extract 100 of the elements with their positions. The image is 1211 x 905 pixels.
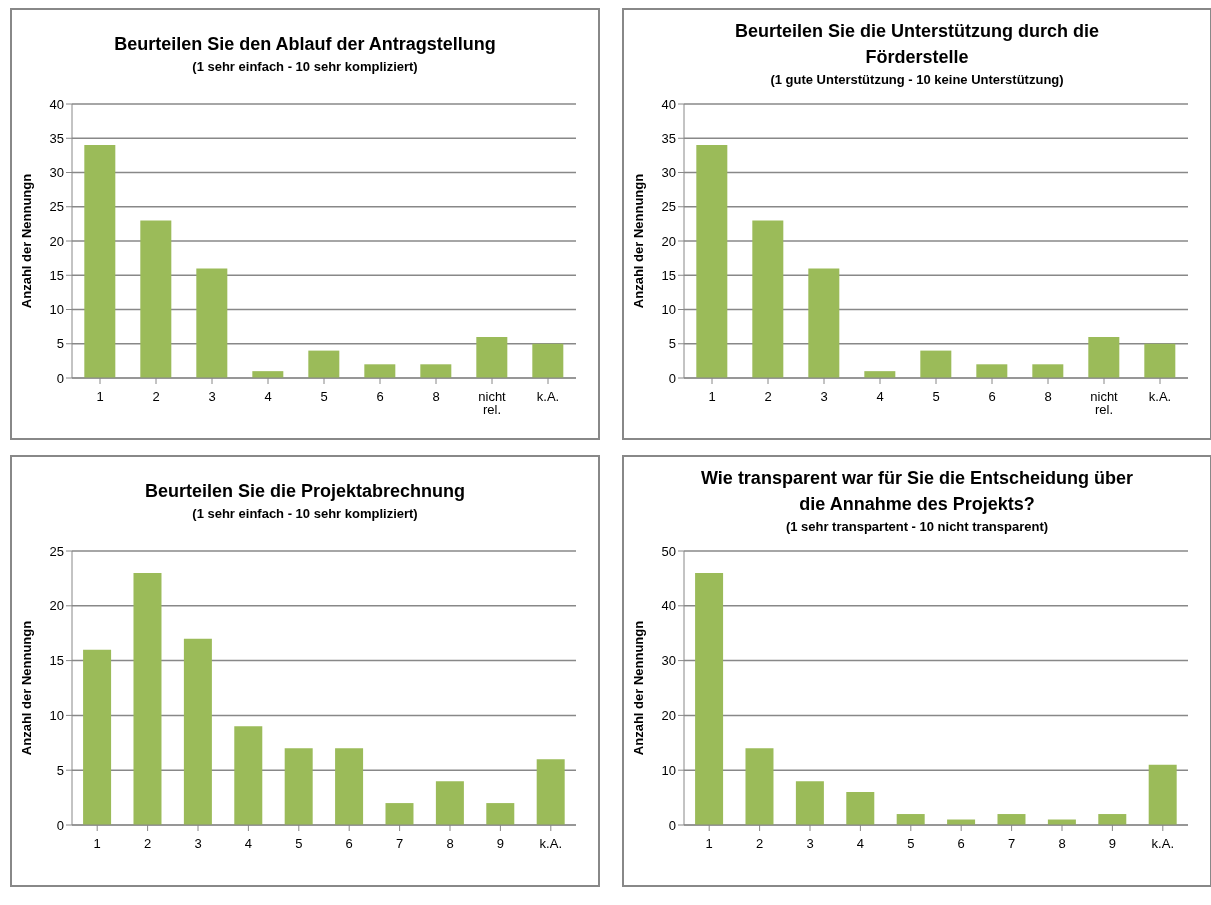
- y-tick-label: 40: [661, 96, 676, 112]
- y-tick-label: 35: [49, 130, 64, 146]
- bar: [752, 220, 784, 378]
- x-tick-label: 8: [432, 389, 440, 405]
- x-tick-label: nicht rel.: [478, 389, 507, 418]
- x-tick-label: 4: [856, 836, 865, 852]
- chart-subtitle: (1 sehr einfach - 10 sehr kompliziert): [192, 58, 418, 74]
- y-axis-title: Anzahl der Nennungn: [18, 173, 34, 309]
- x-tick-label: k.A.: [539, 836, 562, 852]
- y-tick-label: 25: [661, 199, 676, 215]
- x-tick-label: 1: [93, 836, 101, 852]
- y-tick-label: 20: [49, 598, 64, 614]
- x-tick-label: 5: [295, 836, 303, 852]
- y-tick-label: 30: [49, 165, 64, 181]
- x-tick-label: 2: [764, 389, 772, 405]
- y-tick-label: 35: [661, 130, 676, 146]
- x-tick-label: 2: [143, 836, 152, 852]
- bar: [532, 343, 564, 378]
- y-tick-label: 0: [56, 817, 64, 833]
- y-tick-label: 15: [49, 267, 64, 283]
- x-tick-label: 8: [1058, 836, 1066, 852]
- y-tick-label: 0: [668, 817, 676, 833]
- chart-subtitle: (1 sehr einfach - 10 sehr kompliziert): [192, 505, 418, 521]
- bar: [284, 748, 313, 825]
- bar: [795, 781, 824, 825]
- x-tick-label: 4: [244, 836, 253, 852]
- y-tick-label: 5: [56, 762, 64, 778]
- chart-title: Beurteilen Sie die Projektabrechnung: [143, 479, 467, 503]
- y-tick-label: 10: [49, 708, 64, 724]
- bar: [83, 649, 112, 825]
- y-tick-label: 40: [49, 96, 64, 112]
- bar: [234, 726, 263, 825]
- bar: [997, 814, 1026, 825]
- x-tick-label: 6: [345, 836, 353, 852]
- bar: [745, 748, 774, 825]
- bar: [486, 803, 515, 825]
- x-tick-label: 9: [496, 836, 505, 852]
- x-tick-label: 5: [320, 389, 328, 405]
- x-tick-label: k.A.: [536, 389, 560, 405]
- x-tick-label: 4: [876, 389, 884, 405]
- x-tick-label: 8: [1044, 389, 1052, 405]
- chart-subtitle: (1 gute Unterstützung - 10 keine Unterstützung): [770, 71, 1064, 87]
- x-tick-label: 5: [932, 389, 940, 405]
- x-tick-label: 7: [395, 836, 404, 852]
- x-tick-label: 2: [152, 389, 160, 405]
- x-tick-label: 3: [820, 389, 828, 405]
- y-tick-label: 15: [661, 267, 676, 283]
- bar: [385, 803, 414, 825]
- chart-subtitle: (1 sehr transpartent - 10 nicht transparent): [785, 518, 1049, 534]
- bar: [196, 268, 228, 378]
- x-tick-label: 4: [264, 389, 272, 405]
- chart-title: Wie transparent war für Sie die Entscheidung über die Annahme des Projekts?: [700, 466, 1134, 516]
- y-tick-label: 0: [56, 370, 64, 386]
- x-tick-label: 3: [194, 836, 202, 852]
- chart-title: Beurteilen Sie die Unterstützung durch die Förderstelle: [733, 19, 1100, 69]
- y-tick-label: 10: [661, 302, 676, 318]
- y-axis-title: Anzahl der Nennungn: [630, 620, 646, 756]
- y-tick-label: 0: [668, 370, 676, 386]
- bar: [308, 350, 340, 378]
- bar: [133, 572, 162, 825]
- y-tick-label: 5: [56, 336, 64, 352]
- y-tick-label: 50: [661, 543, 676, 559]
- x-tick-label: nicht rel.: [1090, 389, 1119, 418]
- y-tick-label: 25: [49, 543, 64, 559]
- y-axis-title: Anzahl der Nennungn: [18, 620, 34, 756]
- bar: [435, 781, 464, 825]
- y-tick-label: 25: [49, 199, 64, 215]
- bar: [695, 572, 724, 825]
- bar: [420, 364, 452, 378]
- x-tick-label: 9: [1108, 836, 1117, 852]
- bar: [335, 748, 364, 825]
- chart-title: Beurteilen Sie den Ablauf der Antragstellung: [113, 32, 497, 56]
- y-tick-label: 30: [661, 653, 676, 669]
- y-tick-label: 40: [661, 598, 676, 614]
- bar: [896, 814, 925, 825]
- bar: [140, 220, 172, 378]
- y-tick-label: 10: [661, 762, 676, 778]
- bar: [846, 792, 875, 825]
- bar: [1144, 343, 1176, 378]
- bar: [1148, 764, 1177, 825]
- x-tick-label: k.A.: [1148, 389, 1172, 405]
- y-axis-title: Anzahl der Nennungn: [630, 173, 646, 309]
- x-tick-label: 1: [705, 836, 713, 852]
- bar: [808, 268, 840, 378]
- bar: [696, 145, 728, 378]
- y-tick-label: 20: [661, 233, 676, 249]
- x-tick-label: 7: [1007, 836, 1016, 852]
- x-tick-label: 3: [208, 389, 216, 405]
- x-tick-label: k.A.: [1151, 836, 1174, 852]
- bar: [1098, 814, 1127, 825]
- bar: [536, 759, 565, 825]
- bar: [920, 350, 952, 378]
- x-tick-label: 1: [708, 389, 716, 405]
- bar: [1088, 336, 1120, 378]
- x-tick-label: 1: [96, 389, 104, 405]
- x-tick-label: 6: [376, 389, 384, 405]
- x-tick-label: 8: [446, 836, 454, 852]
- x-tick-label: 5: [907, 836, 915, 852]
- bar: [84, 145, 116, 378]
- x-tick-label: 6: [988, 389, 996, 405]
